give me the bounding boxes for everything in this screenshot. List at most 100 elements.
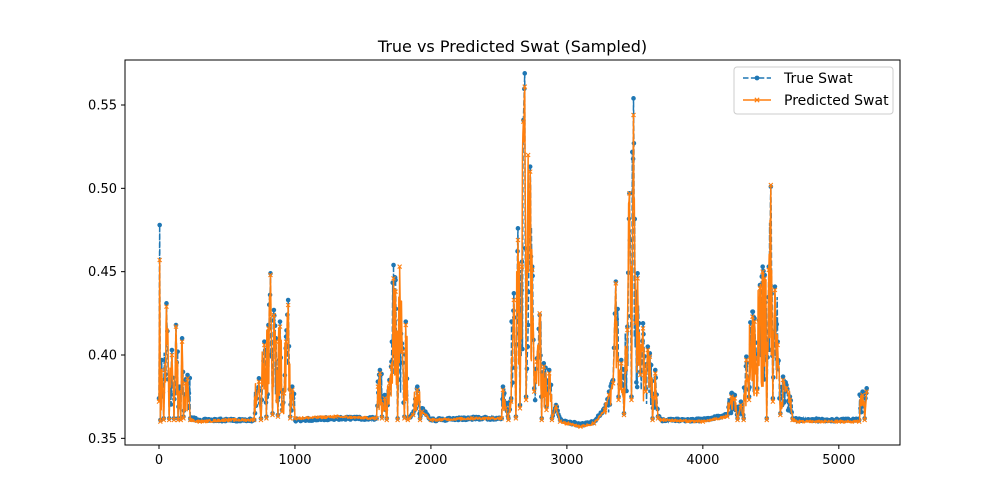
predicted-swat-point — [564, 420, 570, 426]
predicted-swat-point — [157, 257, 163, 263]
predicted-swat-point — [258, 417, 264, 423]
predicted-swat-point — [379, 415, 385, 421]
true-swat-point — [169, 347, 175, 353]
predicted-swat-point — [382, 395, 388, 401]
predicted-swat-point — [256, 379, 262, 385]
predicted-swat-point — [777, 412, 783, 418]
predicted-swat-point — [591, 420, 597, 426]
true-swat-point — [277, 319, 283, 324]
predicted-swat-point — [525, 152, 531, 158]
predicted-swat-point — [333, 414, 339, 420]
true-swat-point — [744, 354, 749, 359]
true-swat-point — [377, 367, 383, 373]
predicted-swat-point — [549, 417, 555, 423]
predicted-swat-point — [271, 312, 277, 318]
predicted-swat-point — [790, 417, 795, 423]
predicted-swat-point — [410, 412, 416, 418]
predicted-swat-point — [377, 370, 383, 376]
true-swat-point — [750, 309, 756, 315]
predicted-swat-point — [743, 357, 749, 363]
predicted-swat-point — [631, 112, 636, 118]
true-swat-point — [256, 376, 262, 381]
predicted-swat-point — [251, 417, 257, 423]
predicted-swat-point — [700, 419, 706, 425]
predicted-swat-point — [770, 399, 776, 405]
predicted-swat-point — [185, 375, 190, 381]
predicted-swat-point — [428, 417, 434, 423]
predicted-swat-point — [161, 417, 167, 423]
predicted-swat-point — [780, 377, 786, 383]
true-swat-point — [738, 399, 744, 404]
true-swat-point — [500, 384, 506, 389]
predicted-swat-point — [181, 415, 186, 421]
predicted-swat-point — [387, 380, 392, 386]
true-swat-point — [511, 291, 517, 296]
legend-box — [733, 66, 894, 115]
true-swat-point — [403, 319, 409, 324]
predicted-swat-point — [500, 387, 506, 393]
y-tick-label: 0.40 — [88, 349, 117, 364]
legend-true-marker — [754, 75, 760, 81]
predicted-swat-point — [724, 414, 730, 420]
predicted-swat-point — [157, 419, 163, 425]
predicted-swat-point — [659, 417, 665, 423]
y-axis: 0.35 0.40 0.45 0.50 0.55 — [88, 99, 125, 447]
predicted-swat-point — [414, 387, 420, 393]
predicted-swat-point — [197, 419, 203, 425]
predicted-swat-point — [539, 417, 545, 423]
true-swat-point — [522, 71, 528, 76]
predicted-swat-point — [224, 417, 230, 423]
predicted-swat-point — [405, 417, 411, 423]
predicted-swat-point — [652, 370, 658, 376]
predicted-swat-point — [511, 297, 517, 303]
predicted-swat-point — [515, 237, 521, 243]
predicted-swat-point — [523, 397, 529, 403]
predicted-swat-point — [261, 342, 267, 348]
predicted-swat-point — [860, 392, 865, 398]
true-swat-point — [271, 307, 277, 313]
true-swat-point — [640, 321, 646, 326]
predicted-swat-point — [616, 397, 621, 403]
true-swat-point — [515, 226, 521, 231]
predicted-swat-point — [506, 417, 511, 423]
predicted-swat-point — [270, 412, 275, 418]
predicted-swat-point — [171, 417, 177, 423]
predicted-swat-point — [746, 397, 752, 403]
predicted-swat-point — [527, 169, 533, 175]
true-swat-point — [527, 164, 533, 169]
predicted-swat-point — [176, 389, 182, 395]
predicted-swat-point — [775, 342, 781, 348]
predicted-swat-point — [417, 417, 423, 423]
predicted-swat-point — [397, 264, 403, 270]
predicted-swat-point — [469, 415, 475, 421]
y-tick-label: 0.45 — [88, 265, 117, 280]
series-line-predicted-swat — [158, 85, 868, 429]
predicted-swat-point — [375, 384, 381, 390]
predicted-swat-point — [508, 399, 514, 405]
true-swat-point — [860, 389, 865, 394]
predicted-swat-point — [553, 404, 559, 410]
predicted-swat-point — [399, 349, 405, 355]
true-swat-point — [618, 357, 624, 363]
predicted-swat-point — [764, 417, 770, 423]
predicted-swat-point — [647, 354, 653, 360]
predicted-swat-point — [520, 119, 526, 125]
true-swat-point — [391, 262, 396, 268]
plot-frame — [124, 59, 901, 446]
x-tick-label: 1000 — [278, 453, 311, 468]
true-swat-point — [780, 374, 786, 379]
predicted-swat-point — [273, 339, 279, 345]
predicted-swat-point — [621, 412, 627, 418]
true-swat-point — [772, 284, 778, 289]
true-swat-point — [631, 96, 636, 101]
predicted-swat-point — [178, 417, 184, 423]
predicted-swat-point — [836, 419, 842, 425]
predicted-swat-point — [156, 399, 162, 405]
predicted-swat-point — [643, 389, 649, 395]
predicted-swat-point — [610, 380, 616, 386]
series-layer — [156, 71, 870, 430]
predicted-swat-point — [283, 339, 289, 345]
predicted-swat-point — [534, 359, 540, 365]
true-swat-point — [179, 336, 185, 341]
predicted-swat-point — [752, 319, 757, 325]
